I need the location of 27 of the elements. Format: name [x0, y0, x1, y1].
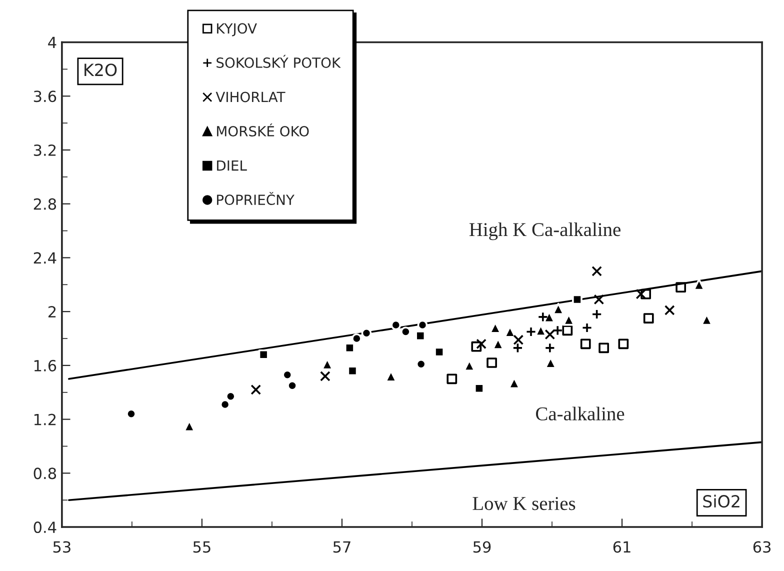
y-axis-title: K2O [84, 64, 117, 76]
legend-label: DIEL [217, 160, 247, 171]
x-axis-title: SiO2 [703, 494, 740, 508]
y-tick-label: 4 [48, 36, 56, 48]
y-tick-label: 2 [48, 306, 56, 318]
y-tick-label: 0.8 [34, 468, 56, 480]
x-tick-label: 57 [333, 541, 350, 553]
legend-label: MORSKÉ OKO [217, 123, 309, 136]
y-tick-label: 1.2 [34, 414, 56, 426]
y-tick-label: 3.6 [34, 90, 56, 102]
legend-label: VIHORLAT [216, 92, 286, 102]
x-tick-label: 61 [613, 541, 630, 553]
annotation: Ca-alkaline [536, 406, 624, 420]
y-tick-label: 2.8 [34, 198, 56, 210]
y-tick-label: 0.4 [34, 522, 56, 534]
x-tick-label: 59 [473, 541, 491, 553]
y-tick-label: 1.6 [34, 360, 56, 372]
y-tick-label: 2.4 [34, 252, 56, 264]
legend-label: POPRIEČNY [217, 192, 294, 206]
annotation: High K Ca-alkaline [469, 222, 620, 240]
x-tick-label: 63 [753, 541, 771, 553]
y-tick-label: 3.2 [34, 144, 56, 156]
x-tick-label: 55 [193, 541, 210, 553]
legend-label: SOKOLSKÝ POTOK [216, 54, 341, 68]
annotation: Low K series [472, 497, 576, 510]
legend-label: KYJOV [217, 23, 257, 36]
x-tick-label: 53 [53, 541, 70, 553]
